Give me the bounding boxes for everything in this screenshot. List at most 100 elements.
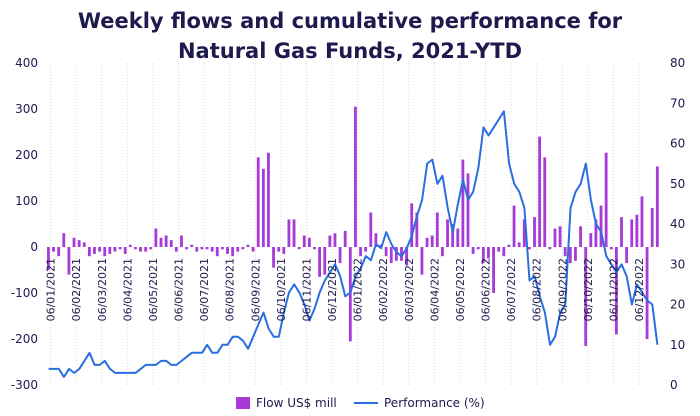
right-tick-label: 70 [670,96,685,110]
flow-bar [113,247,117,252]
flow-bar [425,237,429,247]
flow-bar [522,219,526,247]
flow-bar [328,235,332,247]
flow-bar [246,244,250,247]
right-tick-label: 60 [670,137,685,151]
x-tick-label: 06/06/2021 [173,258,186,321]
flow-bar [645,247,649,339]
flow-bar [180,235,183,247]
flow-bar [374,233,378,247]
flow-bar [410,203,414,247]
flow-bar [354,106,357,247]
flow-bar [400,247,403,261]
flow-bar [589,233,593,247]
flow-bar [364,247,368,252]
flow-bar [487,247,490,259]
legend-flow-label: Flow US$ mill [256,396,337,410]
flow-bar [333,233,337,247]
flow-bar [256,157,260,247]
x-tick-label: 06/03/2021 [96,258,109,321]
flow-bar [507,244,511,247]
flow-bar [461,159,465,247]
flow-bar [497,247,501,252]
x-axis-ticks: 06/01/2021 06/02/2021 06/03/2021 06/04/2021… [45,258,646,321]
x-tick-label: 06/08/2021 [224,258,237,321]
x-tick-label: 06/11/2021 [300,258,313,321]
flow-bar [302,235,306,247]
chart-title: Weekly flows and cumulative performance … [0,6,700,66]
flow-bar [348,247,352,342]
left-tick-label: -200 [11,332,38,346]
x-tick-label: 06/07/2021 [198,258,211,321]
flow-bar [98,247,102,252]
flow-bar [430,235,434,247]
flow-bar [134,247,137,250]
flow-bar [159,237,163,247]
flow-bar [215,247,219,257]
flow-bar [456,228,460,247]
flow-bar [118,247,122,250]
flow-bar [128,244,132,247]
flow-bar [57,247,61,257]
flow-bar [313,247,316,250]
flow-bar [579,226,582,247]
flow-bar [630,219,634,247]
flow-bar [277,247,281,252]
left-tick-label: 0 [30,240,38,254]
flow-bar [261,168,265,247]
flow-bar [267,152,270,247]
x-tick-label: 06/01/2022 [352,258,365,321]
flow-bar [241,247,245,250]
right-tick-label: 80 [670,56,685,70]
x-tick-label: 06/07/2022 [505,258,518,321]
legend: Flow US$ mill Performance (%) [236,396,485,410]
flow-bar [282,247,286,254]
flow-bar [144,247,148,252]
x-tick-label: 06/05/2021 [147,258,160,321]
x-tick-label: 06/02/2022 [377,258,390,321]
flow-bar [72,237,76,247]
flow-bar [338,247,342,264]
flow-bar [389,247,393,264]
left-tick-label: -300 [11,378,38,392]
flow-bar [77,240,81,247]
x-tick-label: 06/12/2022 [633,258,646,321]
flow-bar [323,247,327,275]
flow-bar [318,247,322,277]
x-tick-label: 06/05/2022 [454,258,467,321]
flow-bars [47,106,659,346]
flow-bar [451,224,455,247]
flow-bar [563,247,567,257]
left-tick-label: 400 [15,56,38,70]
performance-line-layer [48,110,659,378]
flow-bar [533,217,536,247]
flow-bar [287,219,291,247]
flow-bar [640,196,644,247]
x-tick-label: 06/01/2021 [45,258,58,321]
flow-bar [123,247,127,254]
flow-bar [292,219,296,247]
flow-bar [359,247,362,257]
flow-bar [553,228,557,247]
flow-bar [492,247,495,293]
flow-bar [154,228,158,247]
flow-bar [584,247,588,346]
flow-bar [527,247,531,250]
flow-bar [574,247,577,261]
left-tick-label: 100 [15,194,38,208]
flow-bar [548,247,552,250]
flow-bar [604,152,608,247]
flow-bar [558,226,562,247]
x-tick-label: 06/06/2022 [480,258,493,321]
flow-bar [512,205,516,247]
flow-bar [599,205,603,247]
flow-bar [625,247,629,264]
flow-bar [384,247,388,257]
legend-performance-label: Performance (%) [384,396,485,410]
flow-bar [614,247,618,335]
flow-bar [93,247,96,254]
flow-bar [394,247,398,261]
flow-bar [200,247,204,250]
flow-bar [149,247,153,250]
